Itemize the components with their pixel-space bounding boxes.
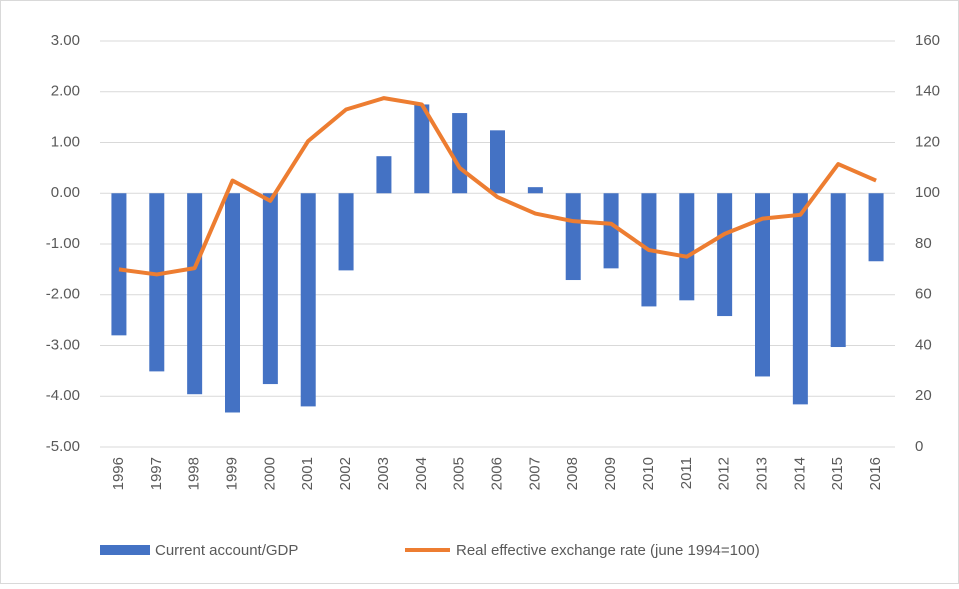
x-tick-label: 2007 (526, 457, 543, 490)
y-tick-label: -4.00 (46, 387, 80, 404)
x-tick-label: 2012 (716, 457, 733, 490)
bar (300, 193, 316, 407)
x-tick-label: 2005 (451, 457, 468, 490)
bar (376, 156, 392, 194)
x-tick-label: 1996 (110, 457, 127, 490)
bar (868, 193, 884, 262)
bar (830, 193, 846, 348)
x-tick-label: 2006 (488, 457, 505, 490)
bar (338, 193, 354, 271)
bar (603, 193, 619, 269)
x-tick-label: 2015 (829, 457, 846, 490)
bar (792, 193, 808, 405)
x-tick-label: 2016 (867, 457, 884, 490)
x-tick-label: 2009 (602, 457, 619, 490)
y2-tick-label: 0 (915, 438, 923, 455)
y-tick-label: -3.00 (46, 336, 80, 353)
x-tick-label: 2001 (299, 457, 316, 490)
x-tick-label: 1997 (148, 457, 165, 490)
x-tick-label: 1999 (223, 457, 240, 490)
x-tick-label: 2004 (413, 457, 430, 490)
legend-label: Real effective exchange rate (june 1994=… (456, 542, 760, 559)
bar (225, 193, 240, 413)
x-tick-label: 2014 (791, 457, 808, 490)
y-tick-label: -2.00 (46, 286, 80, 303)
y-tick-label: 2.00 (51, 83, 80, 100)
y-tick-label: 1.00 (51, 133, 80, 150)
bar (679, 193, 695, 301)
y2-tick-label: 100 (915, 184, 940, 201)
y2-tick-label: 40 (915, 336, 932, 353)
x-tick-label: 2013 (753, 457, 770, 490)
y-tick-label: 0.00 (51, 184, 80, 201)
x-tick-label: 2010 (640, 457, 657, 490)
bar (490, 130, 505, 194)
bar (111, 193, 127, 336)
bar (452, 113, 468, 194)
y-tick-label: -5.00 (46, 438, 80, 455)
bar (149, 193, 165, 372)
x-tick-label: 2008 (564, 457, 581, 490)
x-tick-label: 2011 (678, 457, 695, 489)
y2-tick-label: 60 (915, 286, 932, 303)
y2-tick-label: 120 (915, 133, 940, 150)
x-tick-label: 2002 (337, 457, 354, 490)
x-tick-label: 2000 (261, 457, 278, 490)
y-tick-label: -1.00 (46, 235, 80, 252)
bar (565, 193, 581, 281)
bar (262, 193, 278, 385)
y-tick-label: 3.00 (51, 32, 80, 49)
legend-swatch (100, 545, 150, 555)
bar (414, 104, 430, 194)
bar (187, 193, 203, 395)
y2-tick-label: 20 (915, 387, 932, 404)
y2-tick-label: 140 (915, 83, 940, 100)
y2-tick-label: 80 (915, 235, 932, 252)
legend-label: Current account/GDP (155, 542, 298, 559)
y2-tick-label: 160 (915, 32, 940, 49)
x-tick-label: 1998 (186, 457, 203, 490)
line (118, 96, 877, 277)
bar (717, 193, 733, 317)
bar (527, 187, 543, 194)
bar (755, 193, 770, 377)
x-tick-label: 2003 (375, 457, 392, 490)
